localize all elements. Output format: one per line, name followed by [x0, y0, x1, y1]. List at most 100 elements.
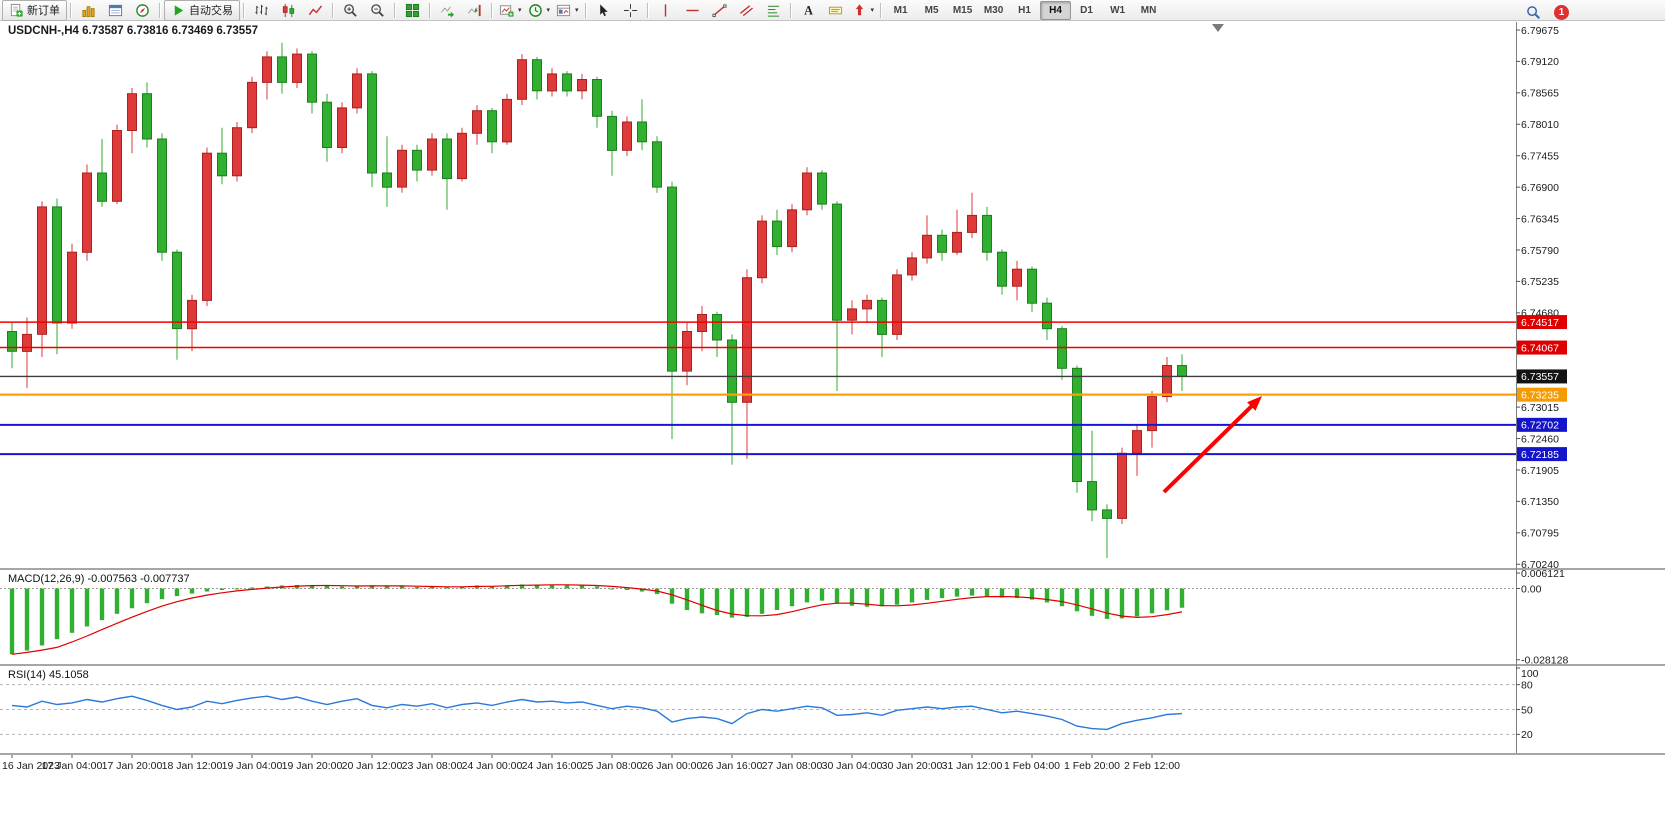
notification-badge[interactable]: 1 [1554, 5, 1569, 20]
macd-histogram-bar [1044, 588, 1050, 603]
macd-histogram-bar [1014, 588, 1020, 599]
macd-histogram-bar [699, 588, 705, 614]
fibonacci-button[interactable] [760, 0, 787, 21]
toolbar-separator [584, 2, 587, 18]
macd-histogram-bar [1134, 588, 1140, 617]
macd-histogram-bar [9, 588, 15, 655]
price-badge-label: 6.73557 [1521, 371, 1559, 383]
new-order-icon [9, 3, 24, 18]
timeframe-h1-button[interactable]: H1 [1018, 4, 1031, 16]
bars-chart-button[interactable] [248, 0, 275, 21]
macd-histogram-bar [549, 584, 555, 589]
trend-arrow-line[interactable] [1162, 402, 1256, 494]
time-axis-label: 16 Jan 2023 [2, 760, 60, 772]
autotrading-button[interactable]: 自动交易 [164, 0, 240, 21]
timeframe-m15-button[interactable]: M15 [952, 4, 973, 16]
zoom-in-button[interactable] [337, 0, 364, 21]
rsi-scale-label: 50 [1521, 704, 1533, 716]
chevron-down-icon: ▾ [546, 7, 551, 14]
chart-shift-marker[interactable] [1212, 24, 1224, 32]
candlestick-chart-button[interactable] [275, 0, 302, 21]
price-axis[interactable] [1517, 22, 1665, 753]
macd-histogram-bar [834, 588, 840, 604]
macd-histogram-bar [99, 588, 105, 621]
timeframe-m5-button[interactable]: M5 [924, 4, 939, 16]
new-order-button[interactable]: 新订单 [2, 0, 67, 21]
time-axis-label: 26 Jan 00:00 [642, 760, 703, 772]
timeframe-mn-button[interactable]: MN [1140, 4, 1157, 16]
candle-body [682, 331, 692, 372]
macd-signal-line [11, 584, 1183, 655]
toolbar-right-cluster: 1 [1520, 2, 1569, 23]
text-label-button[interactable] [822, 0, 849, 21]
candle-body [172, 251, 182, 330]
channel-icon [739, 3, 754, 18]
trendline-icon [712, 3, 727, 18]
macd-histogram-bar [384, 585, 390, 589]
new-chart-button[interactable]: ▾ [496, 0, 525, 21]
macd-histogram-bar [639, 588, 645, 592]
line-chart-button[interactable] [302, 0, 329, 21]
candle-body [1102, 509, 1112, 519]
macd-scale-label: 0.00 [1521, 583, 1542, 595]
horizontal-line-button[interactable] [679, 0, 706, 21]
candle-body [112, 130, 122, 202]
macd-histogram-bar [354, 585, 360, 589]
candle-body [997, 251, 1007, 287]
candle-body [697, 314, 707, 332]
price-tick-label: 6.73015 [1521, 402, 1559, 414]
candle-body [247, 81, 257, 129]
rsi-indicator-label: RSI(14) 45.1058 [8, 669, 89, 681]
macd-histogram-bar [1089, 588, 1095, 616]
trend-arrow-head[interactable] [1247, 396, 1262, 411]
timeframe-m1-button[interactable]: M1 [893, 4, 908, 16]
timeframe-d1-button[interactable]: D1 [1080, 4, 1093, 16]
candle-body [607, 115, 617, 151]
macd-histogram-bar [579, 585, 585, 589]
templates-icon [556, 3, 571, 18]
zoom-out-icon [370, 3, 385, 18]
price-tick-label: 6.79120 [1521, 56, 1559, 68]
candle-body [127, 93, 137, 131]
data-window-button[interactable] [102, 0, 129, 21]
arrows-button[interactable]: ▾ [849, 0, 878, 21]
trendline-button[interactable] [706, 0, 733, 21]
tile-windows-button[interactable] [399, 0, 426, 21]
auto-scroll-button[interactable] [434, 0, 461, 21]
templates-button[interactable]: ▾ [553, 0, 582, 21]
macd-scale-label: -0.028128 [1521, 655, 1568, 667]
panel-separator-main-macd[interactable] [0, 568, 1665, 570]
periods-button[interactable]: ▾ [525, 0, 554, 21]
cursor-button[interactable] [590, 0, 617, 21]
text-button[interactable]: A [795, 0, 822, 21]
crosshair-button[interactable] [617, 0, 644, 21]
time-axis-label: 17 Jan 04:00 [42, 760, 103, 772]
navigator-button[interactable] [129, 0, 156, 21]
timeframe-w1-button[interactable]: W1 [1110, 4, 1126, 16]
candle-body [787, 209, 797, 248]
zoom-out-button[interactable] [364, 0, 391, 21]
timeframe-m30-button[interactable]: M30 [983, 4, 1004, 16]
text-label-icon [828, 3, 843, 18]
candle-body [817, 172, 827, 205]
price-tick-label: 6.78565 [1521, 88, 1559, 100]
candle-body [22, 333, 32, 352]
macd-histogram-bar [84, 588, 90, 627]
panel-separator-macd-rsi[interactable] [0, 664, 1665, 666]
macd-histogram-bar [264, 586, 270, 589]
timeframe-h4-button[interactable]: H4 [1040, 0, 1072, 20]
candle-body [532, 59, 542, 92]
macd-histogram-bar [909, 588, 915, 603]
channel-button[interactable] [733, 0, 760, 21]
text-icon: A [801, 3, 816, 18]
main-toolbar: 新订单 自动交易 ▾ ▾ ▾ A [0, 0, 1665, 21]
price-badge-label: 6.72185 [1521, 449, 1559, 461]
search-button[interactable] [1520, 2, 1547, 23]
chart-shift-button[interactable] [461, 0, 488, 21]
market-watch-button[interactable] [75, 0, 102, 21]
candle-body [232, 127, 242, 177]
vertical-line-button[interactable] [652, 0, 679, 21]
fibonacci-icon [766, 3, 781, 18]
panel-separator-rsi-timeaxis[interactable] [0, 753, 1665, 755]
